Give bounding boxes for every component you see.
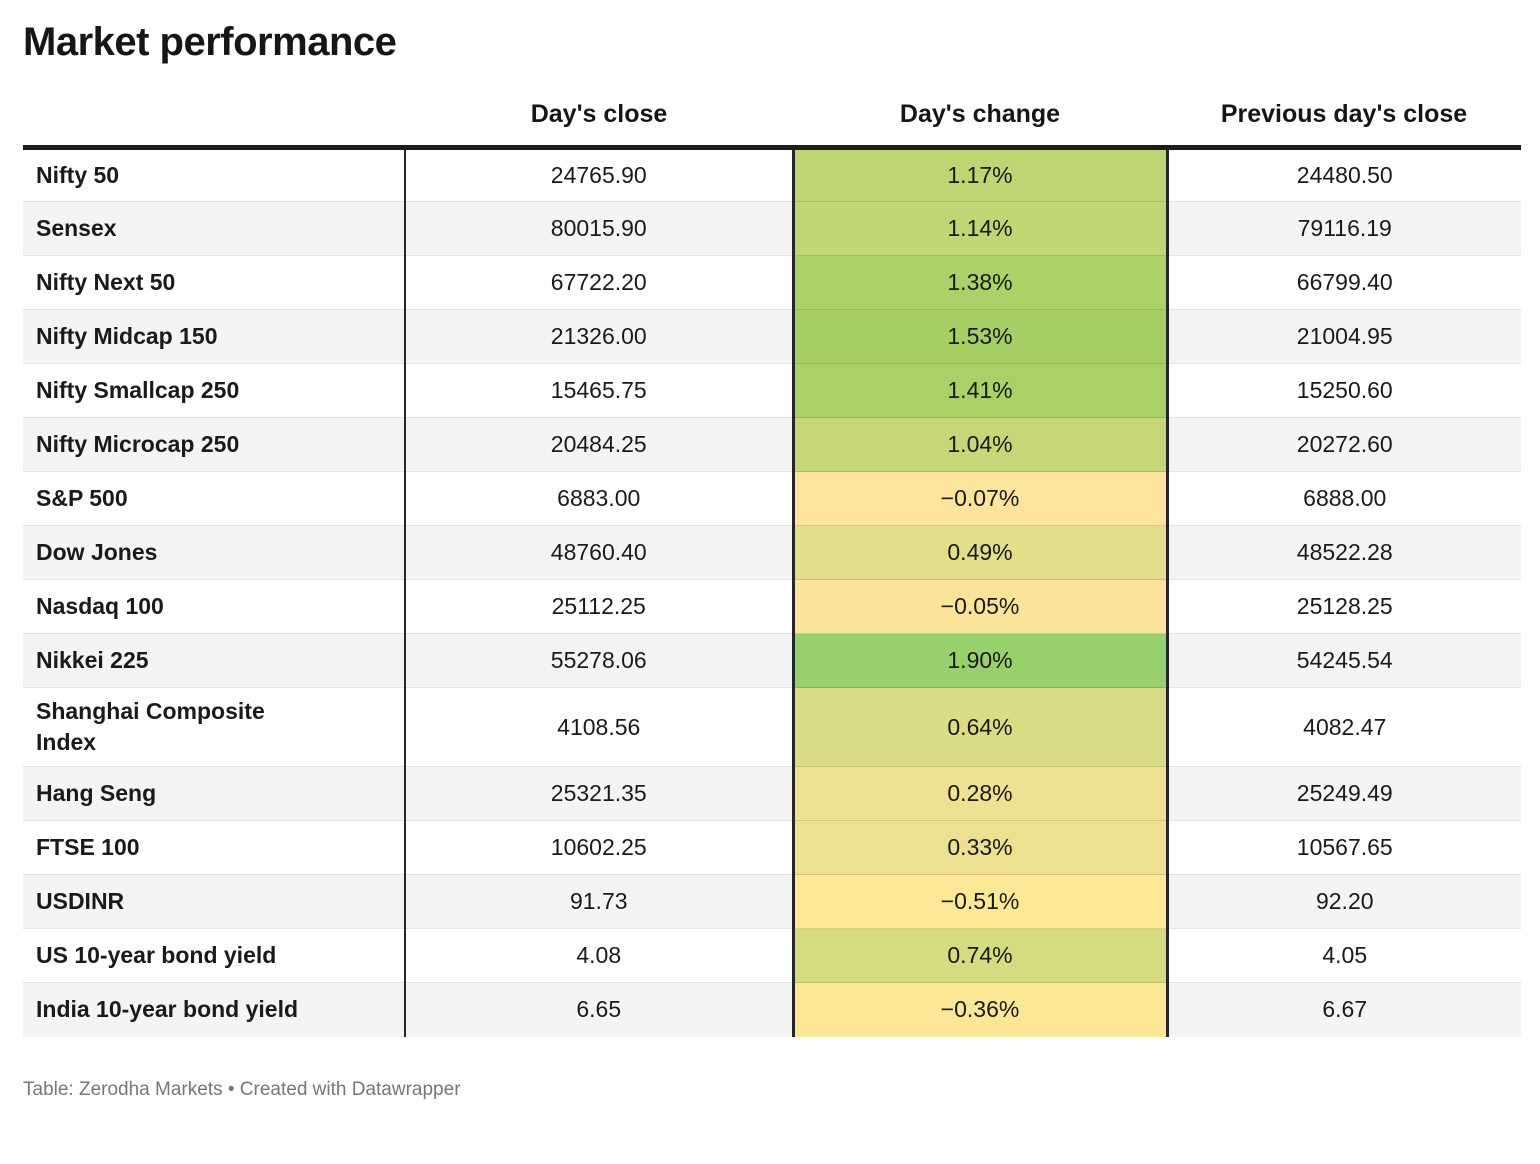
prev-close-value: 15250.60 — [1167, 363, 1521, 418]
table-row: Nifty Next 50 67722.20 1.38% 66799.40 — [23, 255, 1521, 310]
column-header-days-change: Day's change — [793, 100, 1167, 150]
row-label: Sensex — [23, 201, 405, 256]
days-change-value: −0.36% — [791, 982, 1169, 1037]
column-header-previous-close: Previous day's close — [1167, 100, 1521, 150]
table-row: Nifty Midcap 150 21326.00 1.53% 21004.95 — [23, 309, 1521, 364]
days-change-value: 0.28% — [791, 766, 1169, 821]
column-header-days-close: Day's close — [405, 100, 793, 150]
prev-close-value: 79116.19 — [1167, 201, 1521, 256]
prev-close-value: 21004.95 — [1167, 309, 1521, 364]
table-row: Nikkei 225 55278.06 1.90% 54245.54 — [23, 633, 1521, 688]
days-change-value: 1.90% — [791, 633, 1169, 688]
row-label: Nifty Smallcap 250 — [23, 363, 405, 418]
market-performance-table: Day's close Day's change Previous day's … — [23, 100, 1521, 1037]
days-change-value: −0.05% — [791, 579, 1169, 634]
table-attribution: Table: Zerodha Markets • Created with Da… — [23, 1078, 461, 1100]
table-body: Nifty 50 24765.90 1.17% 24480.50 Sensex 80015… — [23, 147, 1521, 1037]
prev-close-value: 92.20 — [1167, 874, 1521, 929]
days-close-value: 4108.56 — [404, 686, 793, 767]
prev-close-value: 6.67 — [1167, 982, 1521, 1037]
row-label: USDINR — [23, 874, 405, 929]
days-close-value: 25112.25 — [404, 579, 793, 634]
row-label: Nikkei 225 — [23, 633, 405, 688]
table-row: Hang Seng 25321.35 0.28% 25249.49 — [23, 766, 1521, 821]
prev-close-value: 66799.40 — [1167, 255, 1521, 310]
prev-close-value: 25249.49 — [1167, 766, 1521, 821]
table-row: US 10-year bond yield 4.08 0.74% 4.05 — [23, 928, 1521, 983]
table-header: Day's close Day's change Previous day's … — [23, 100, 1521, 150]
days-close-value: 21326.00 — [404, 309, 793, 364]
row-label: India 10-year bond yield — [23, 982, 405, 1037]
table-row: Shanghai Composite Index 4108.56 0.64% 4082… — [23, 686, 1521, 767]
days-change-value: 1.04% — [791, 417, 1169, 472]
days-change-value: 0.74% — [791, 928, 1169, 983]
row-label: Nasdaq 100 — [23, 579, 405, 634]
prev-close-value: 4.05 — [1167, 928, 1521, 983]
days-close-value: 25321.35 — [404, 766, 793, 821]
days-close-value: 6883.00 — [404, 471, 793, 526]
row-label: FTSE 100 — [23, 820, 405, 875]
table-row: Nasdaq 100 25112.25 −0.05% 25128.25 — [23, 579, 1521, 634]
table-row: Sensex 80015.90 1.14% 79116.19 — [23, 201, 1521, 256]
prev-close-value: 10567.65 — [1167, 820, 1521, 875]
prev-close-value: 48522.28 — [1167, 525, 1521, 580]
prev-close-value: 24480.50 — [1167, 147, 1521, 202]
table-row: Nifty Smallcap 250 15465.75 1.41% 15250.60 — [23, 363, 1521, 418]
days-change-value: 1.38% — [791, 255, 1169, 310]
row-label: Nifty Midcap 150 — [23, 309, 405, 364]
table-row: USDINR 91.73 −0.51% 92.20 — [23, 874, 1521, 929]
days-close-value: 55278.06 — [404, 633, 793, 688]
prev-close-value: 4082.47 — [1167, 686, 1521, 767]
days-change-value: 0.64% — [791, 686, 1169, 767]
table-row: Nifty 50 24765.90 1.17% 24480.50 — [23, 147, 1521, 202]
prev-close-value: 6888.00 — [1167, 471, 1521, 526]
days-close-value: 24765.90 — [404, 147, 793, 202]
days-change-value: 1.17% — [791, 147, 1169, 202]
row-label: Shanghai Composite Index — [23, 686, 405, 767]
days-close-value: 20484.25 — [404, 417, 793, 472]
table-row: FTSE 100 10602.25 0.33% 10567.65 — [23, 820, 1521, 875]
table-row: S&P 500 6883.00 −0.07% 6888.00 — [23, 471, 1521, 526]
row-label: Nifty Microcap 250 — [23, 417, 405, 472]
days-change-value: −0.51% — [791, 874, 1169, 929]
table-row: Nifty Microcap 250 20484.25 1.04% 20272.60 — [23, 417, 1521, 472]
prev-close-value: 54245.54 — [1167, 633, 1521, 688]
row-label: Hang Seng — [23, 766, 405, 821]
days-close-value: 4.08 — [404, 928, 793, 983]
days-close-value: 80015.90 — [404, 201, 793, 256]
days-change-value: 1.41% — [791, 363, 1169, 418]
days-close-value: 10602.25 — [404, 820, 793, 875]
row-label: Dow Jones — [23, 525, 405, 580]
table-row: Dow Jones 48760.40 0.49% 48522.28 — [23, 525, 1521, 580]
days-change-value: −0.07% — [791, 471, 1169, 526]
days-change-value: 0.33% — [791, 820, 1169, 875]
prev-close-value: 20272.60 — [1167, 417, 1521, 472]
days-change-value: 1.53% — [791, 309, 1169, 364]
days-change-value: 0.49% — [791, 525, 1169, 580]
days-close-value: 67722.20 — [404, 255, 793, 310]
prev-close-value: 25128.25 — [1167, 579, 1521, 634]
row-label: Nifty 50 — [23, 147, 405, 202]
row-label: Nifty Next 50 — [23, 255, 405, 310]
days-close-value: 91.73 — [404, 874, 793, 929]
days-close-value: 6.65 — [404, 982, 793, 1037]
table-row: India 10-year bond yield 6.65 −0.36% 6.67 — [23, 982, 1521, 1037]
days-close-value: 48760.40 — [404, 525, 793, 580]
page-title: Market performance — [23, 20, 397, 64]
days-change-value: 1.14% — [791, 201, 1169, 256]
row-label: S&P 500 — [23, 471, 405, 526]
days-close-value: 15465.75 — [404, 363, 793, 418]
row-label: US 10-year bond yield — [23, 928, 405, 983]
column-header-label — [23, 100, 405, 150]
